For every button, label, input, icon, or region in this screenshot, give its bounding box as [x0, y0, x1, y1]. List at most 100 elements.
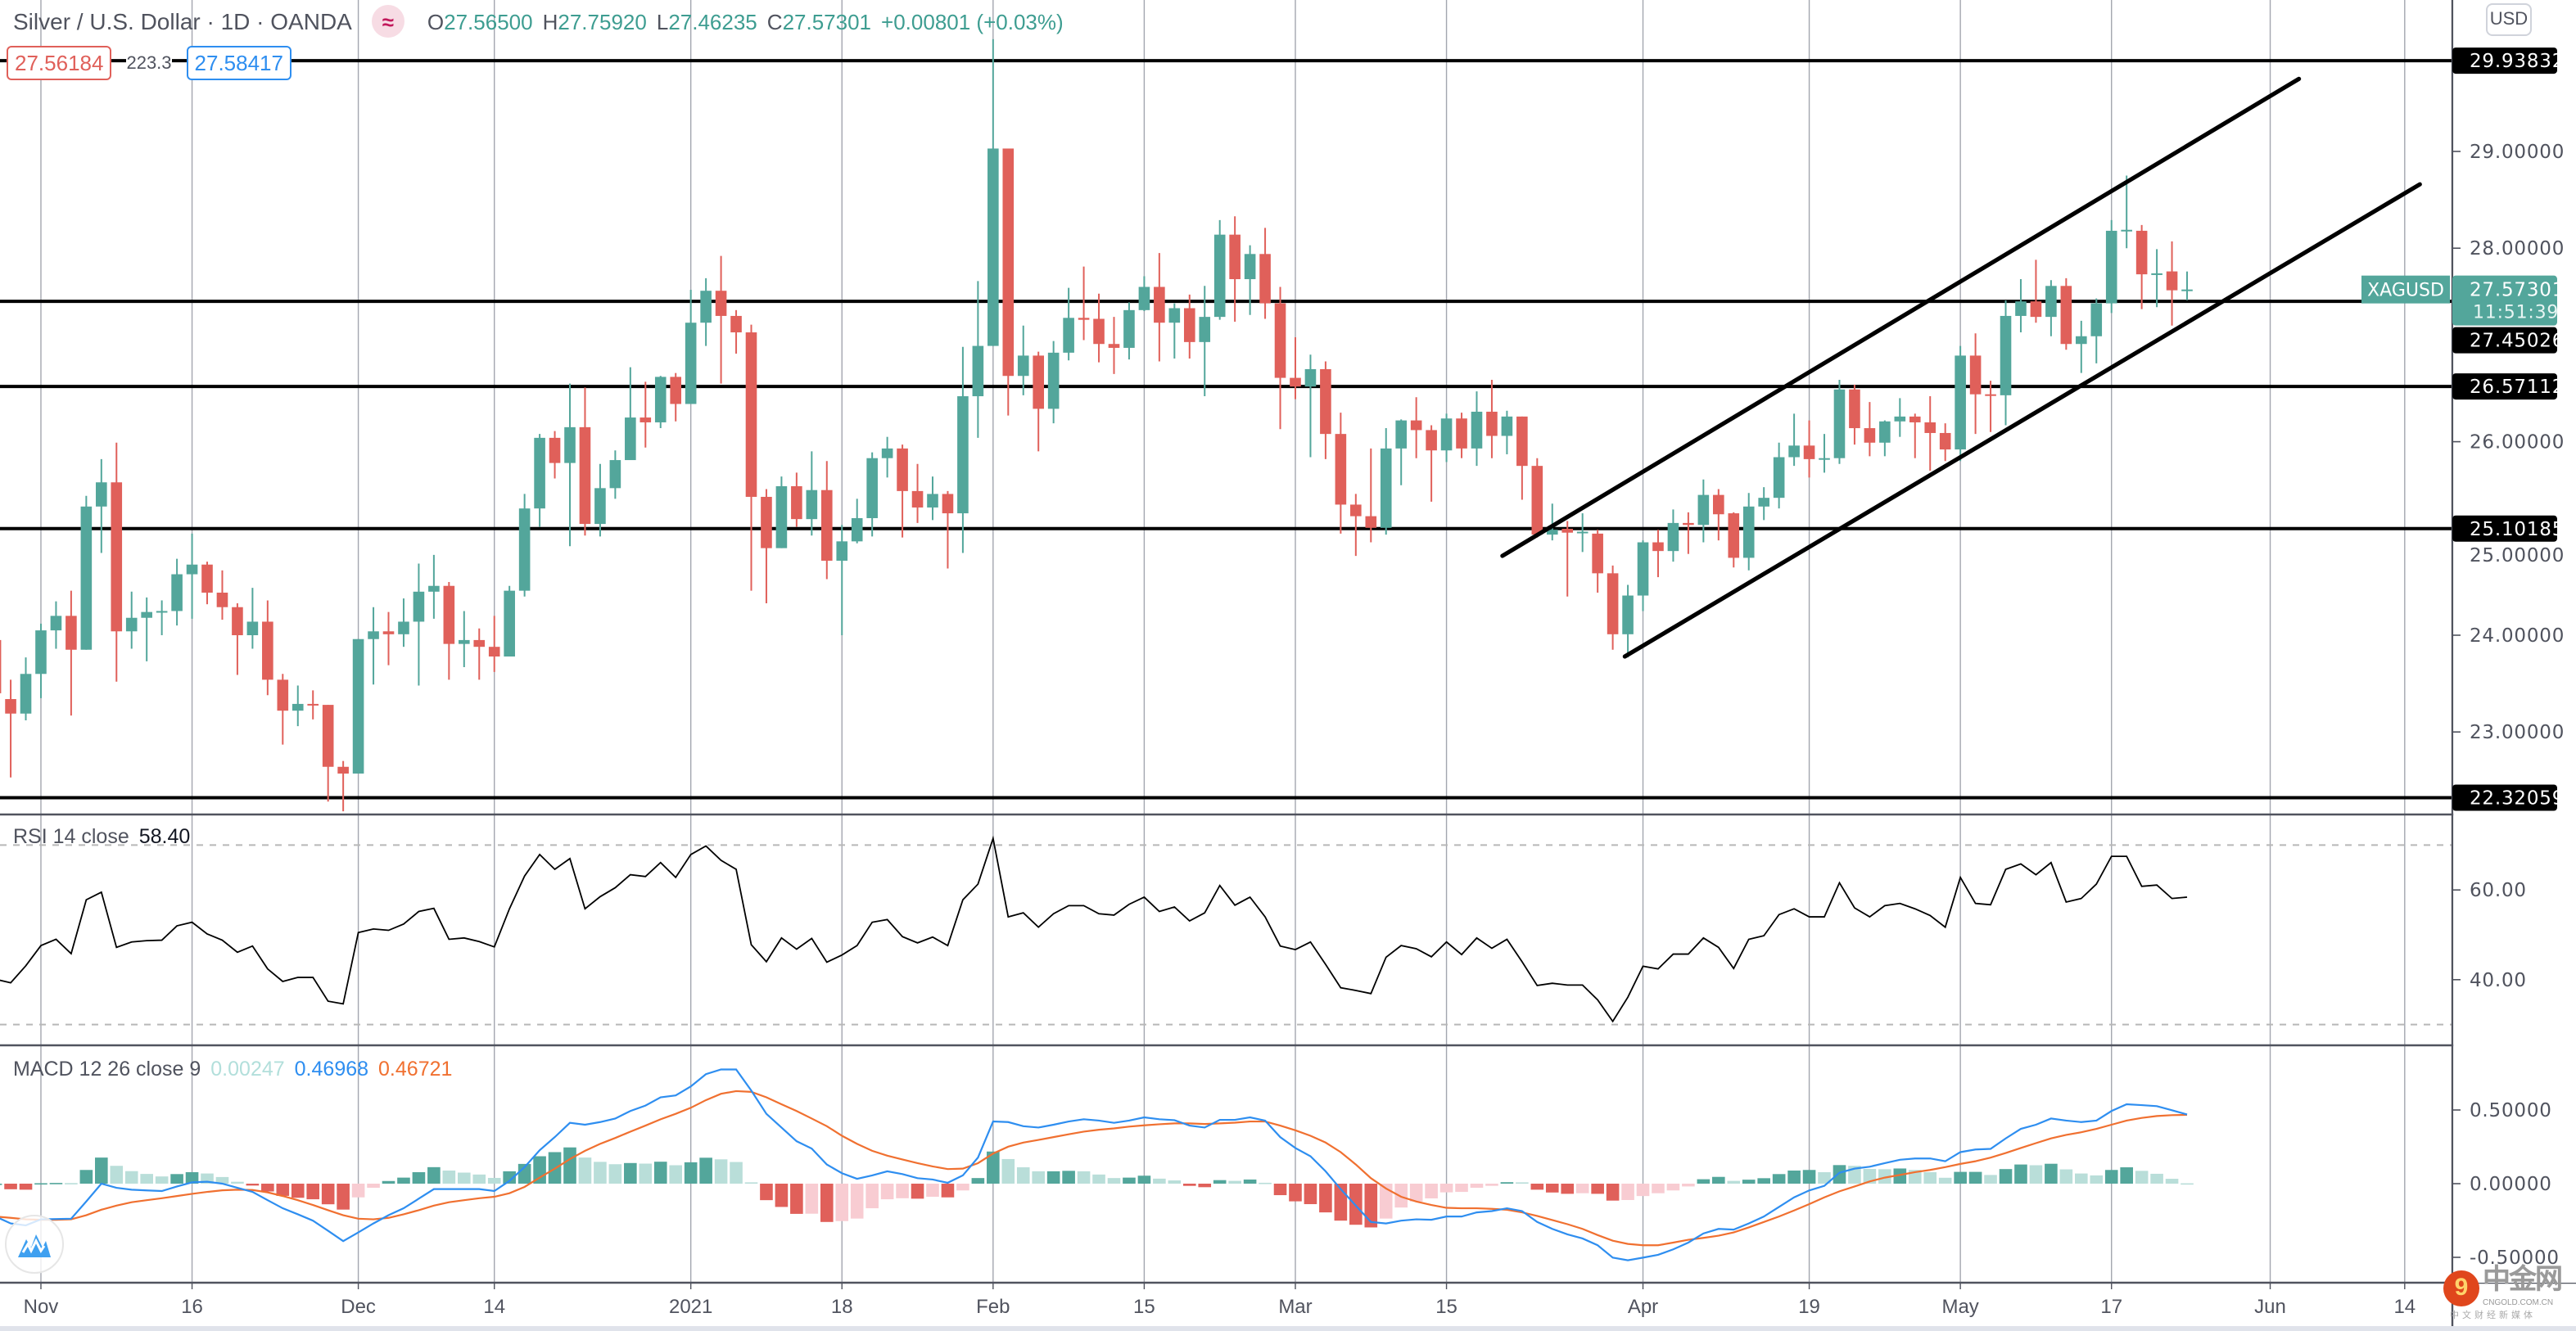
candle-up: [398, 598, 409, 647]
measure-left-price: 27.56184: [7, 46, 112, 80]
wave-approx-icon[interactable]: ≈: [371, 5, 404, 38]
candle-down: [277, 674, 289, 745]
candle-up: [2090, 298, 2103, 363]
macd-histogram-bar: [1273, 1184, 1287, 1196]
last-price-label[interactable]: [2452, 275, 2557, 326]
macd-histogram-bar: [1137, 1175, 1151, 1184]
level-price-label[interactable]: [2452, 373, 2557, 400]
candle-down: [1290, 336, 1301, 399]
candle-down: [1335, 413, 1347, 534]
level-price-label[interactable]: [2452, 47, 2557, 74]
candle-up: [1304, 354, 1317, 458]
candle-body: [2181, 289, 2193, 291]
macd-legend[interactable]: MACD 12 26 close 9 0.00247 0.46968 0.46721: [13, 1058, 452, 1081]
trend-channel[interactable]: [1500, 76, 2422, 659]
macd-histogram-bar: [987, 1151, 1000, 1184]
candle-body: [1546, 530, 1558, 535]
macd-pane: [0, 1068, 2194, 1261]
candle-body: [1561, 528, 1574, 533]
candle-body: [1410, 420, 1422, 431]
measure-distance: 223.3: [126, 53, 172, 73]
channel-trend-line[interactable]: [1622, 182, 2422, 659]
macd-histogram-bar: [1591, 1184, 1604, 1194]
candle-up: [2015, 279, 2027, 333]
candle-body: [2121, 229, 2132, 232]
candle-body: [1426, 430, 1437, 451]
candle-down: [1803, 420, 1815, 478]
candle-up: [352, 638, 364, 774]
candle-body: [1909, 416, 1921, 422]
macd-histogram-bar: [2150, 1173, 2163, 1184]
candle-down: [1365, 448, 1377, 543]
macd-histogram-bar: [639, 1163, 653, 1184]
rsi-legend[interactable]: RSI 14 close 58.40: [13, 825, 190, 848]
candle-body: [1033, 355, 1045, 409]
macd-histogram-bar: [563, 1147, 576, 1184]
candle-body: [1939, 432, 1951, 450]
macd-line: [0, 1068, 2188, 1261]
candle-down: [216, 570, 228, 620]
macd-histogram-bar: [2165, 1179, 2179, 1184]
candle-body: [1773, 457, 1785, 499]
macd-histogram-bar: [1439, 1184, 1453, 1193]
symbol-tag: [2361, 275, 2450, 304]
macd-histogram-bar: [2120, 1167, 2133, 1184]
candle-body: [80, 506, 93, 650]
macd-histogram-bar: [367, 1184, 380, 1189]
macd-histogram-bar: [714, 1159, 728, 1184]
candle-body: [473, 639, 486, 647]
candle-down: [670, 372, 682, 422]
candle-body: [1320, 368, 1331, 435]
macd-histogram-bar: [1500, 1182, 1514, 1184]
candle-body: [1955, 355, 1966, 450]
candle-body: [625, 417, 636, 461]
candle-up: [141, 597, 152, 661]
candle-down: [1093, 293, 1105, 363]
macd-histogram-bar: [140, 1174, 153, 1184]
candle-body: [307, 703, 319, 706]
macd-histogram-bar: [2059, 1169, 2073, 1184]
level-price-label[interactable]: [2452, 515, 2557, 542]
candle-up: [1667, 509, 1679, 562]
candle-body: [1637, 542, 1649, 596]
macd-histogram-bar: [941, 1184, 955, 1198]
candle-up: [368, 607, 379, 685]
candle-body: [1335, 434, 1347, 505]
level-price-label[interactable]: [2452, 784, 2557, 811]
time-axis[interactable]: Nov 16 Dec 14 2021 18 Feb 15 Mar 15 Apr 19 May 17 Jun 1…: [24, 1283, 2416, 1318]
candle-down: [1426, 425, 1437, 502]
tradingview-logo-icon[interactable]: [5, 1215, 64, 1274]
macd-histogram-bar: [835, 1184, 849, 1221]
candle-down: [2166, 241, 2178, 326]
candle-body: [579, 426, 591, 525]
candle-body: [775, 485, 788, 548]
macd-histogram-bar: [1712, 1176, 1725, 1184]
candle-down: [1909, 413, 1921, 458]
candle-body: [141, 611, 152, 618]
macd-histogram-bar: [624, 1162, 637, 1184]
macd-histogram-bar: [730, 1162, 743, 1184]
candle-up: [1047, 341, 1060, 424]
level-price-label[interactable]: [2452, 327, 2557, 354]
macd-histogram-bar: [291, 1184, 305, 1198]
horizontal-levels[interactable]: [0, 59, 2452, 800]
price-axis[interactable]: 29.00000 28.00000 26.00000 25.00000 24.00000…: [2361, 47, 2565, 1269]
macd-histogram-bar: [594, 1162, 607, 1184]
price-tick-label: 25.00000: [2470, 545, 2565, 566]
candle-body: [2105, 230, 2117, 304]
symbol-title[interactable]: Silver / U.S. Dollar · 1D · OANDA: [13, 8, 352, 34]
channel-trend-line[interactable]: [1500, 76, 2302, 558]
currency-button[interactable]: USD: [2486, 3, 2532, 36]
measure-readout: 27.56184 223.3 27.58417: [7, 46, 291, 80]
macd-histogram-bar: [1409, 1184, 1423, 1202]
candle-body: [1985, 394, 1996, 396]
macd-histogram-bar: [427, 1166, 441, 1184]
cngold-slogan: 中文财经新媒体: [2450, 1311, 2537, 1321]
candle-up: [2151, 249, 2162, 308]
candle-body: [2076, 336, 2087, 345]
candle-down: [2030, 259, 2042, 323]
price-axis-background: [2453, 0, 2576, 1283]
